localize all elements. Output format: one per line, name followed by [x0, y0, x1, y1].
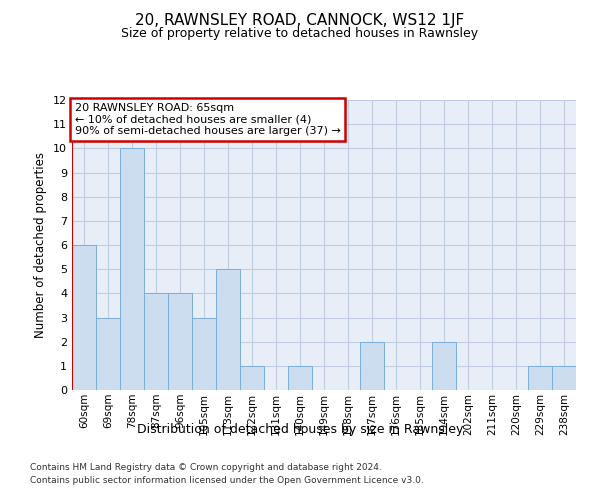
Text: 20 RAWNSLEY ROAD: 65sqm
← 10% of detached houses are smaller (4)
90% of semi-det: 20 RAWNSLEY ROAD: 65sqm ← 10% of detache…	[74, 103, 340, 136]
Bar	[168, 294, 192, 390]
Bar	[216, 269, 240, 390]
Bar	[72, 245, 96, 390]
Bar	[240, 366, 264, 390]
Bar	[120, 148, 144, 390]
Bar	[552, 366, 576, 390]
Bar	[432, 342, 456, 390]
Bar	[360, 342, 384, 390]
Text: Contains public sector information licensed under the Open Government Licence v3: Contains public sector information licen…	[30, 476, 424, 485]
Bar	[144, 294, 168, 390]
Text: Contains HM Land Registry data © Crown copyright and database right 2024.: Contains HM Land Registry data © Crown c…	[30, 462, 382, 471]
Bar	[288, 366, 312, 390]
Bar	[528, 366, 552, 390]
Bar	[192, 318, 216, 390]
Text: Distribution of detached houses by size in Rawnsley: Distribution of detached houses by size …	[137, 422, 463, 436]
Text: 20, RAWNSLEY ROAD, CANNOCK, WS12 1JF: 20, RAWNSLEY ROAD, CANNOCK, WS12 1JF	[136, 12, 464, 28]
Text: Size of property relative to detached houses in Rawnsley: Size of property relative to detached ho…	[121, 28, 479, 40]
Bar	[96, 318, 120, 390]
Y-axis label: Number of detached properties: Number of detached properties	[34, 152, 47, 338]
